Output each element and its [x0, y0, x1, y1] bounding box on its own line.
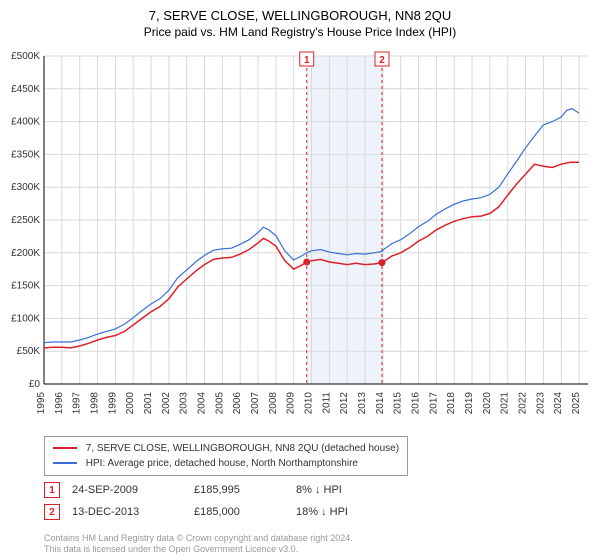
svg-text:2003: 2003	[179, 392, 190, 415]
svg-text:2019: 2019	[464, 392, 475, 415]
svg-text:2008: 2008	[268, 392, 279, 415]
attribution-line1: Contains HM Land Registry data © Crown c…	[44, 533, 353, 545]
svg-text:2011: 2011	[321, 392, 332, 414]
legend-box: 7, SERVE CLOSE, WELLINGBOROUGH, NN8 2QU …	[44, 436, 408, 476]
legend-swatch-blue	[53, 462, 77, 464]
svg-text:2005: 2005	[214, 392, 225, 415]
legend-item-price-paid: 7, SERVE CLOSE, WELLINGBOROUGH, NN8 2QU …	[53, 441, 399, 456]
sale-marker-1: 1	[44, 482, 60, 498]
svg-text:2025: 2025	[571, 392, 582, 415]
svg-text:1995: 1995	[36, 392, 47, 415]
svg-text:1997: 1997	[72, 392, 83, 415]
svg-text:2023: 2023	[535, 392, 546, 415]
svg-text:1999: 1999	[107, 392, 118, 415]
svg-text:£500K: £500K	[11, 51, 40, 62]
sale-date: 13-DEC-2013	[72, 506, 182, 518]
svg-text:1998: 1998	[90, 392, 101, 415]
legend-label: 7, SERVE CLOSE, WELLINGBOROUGH, NN8 2QU …	[86, 443, 399, 454]
svg-text:£200K: £200K	[11, 248, 40, 259]
svg-text:2013: 2013	[357, 392, 368, 415]
attribution-line2: This data is licensed under the Open Gov…	[44, 544, 353, 556]
legend-item-hpi: HPI: Average price, detached house, Nort…	[53, 456, 399, 471]
svg-text:2022: 2022	[518, 392, 529, 415]
svg-text:2016: 2016	[411, 392, 422, 415]
svg-text:2021: 2021	[500, 392, 511, 415]
sale-price: £185,995	[194, 484, 284, 496]
svg-text:£300K: £300K	[11, 182, 40, 193]
sale-date: 24-SEP-2009	[72, 484, 182, 496]
svg-text:£400K: £400K	[11, 117, 40, 128]
svg-text:2024: 2024	[553, 392, 564, 415]
sale-marker-2: 2	[44, 504, 60, 520]
svg-text:2009: 2009	[286, 392, 297, 415]
chart-container: 7, SERVE CLOSE, WELLINGBOROUGH, NN8 2QU …	[0, 0, 600, 560]
svg-text:£350K: £350K	[11, 149, 40, 160]
svg-text:2018: 2018	[446, 392, 457, 415]
svg-text:2: 2	[379, 55, 385, 66]
svg-text:2000: 2000	[125, 392, 136, 415]
legend-label: HPI: Average price, detached house, Nort…	[86, 458, 358, 469]
svg-text:2007: 2007	[250, 392, 261, 415]
sale-row-1: 1 24-SEP-2009 £185,995 8% ↓ HPI	[44, 482, 396, 498]
svg-text:£100K: £100K	[11, 313, 40, 324]
chart-title: 7, SERVE CLOSE, WELLINGBOROUGH, NN8 2QU	[0, 0, 600, 23]
chart-subtitle: Price paid vs. HM Land Registry's House …	[0, 23, 600, 39]
sale-diff: 18% ↓ HPI	[296, 506, 396, 518]
svg-text:£150K: £150K	[11, 281, 40, 292]
line-chart-svg: £0 £50K £100K £150K £200K £250K £300K £350K £400…	[0, 48, 600, 428]
chart-plot-area: £0 £50K £100K £150K £200K £250K £300K £350K £400…	[0, 48, 600, 428]
attribution: Contains HM Land Registry data © Crown c…	[44, 533, 353, 556]
svg-text:2012: 2012	[339, 392, 350, 415]
svg-text:£0: £0	[29, 379, 41, 390]
svg-text:2002: 2002	[161, 392, 172, 415]
svg-text:1996: 1996	[54, 392, 65, 415]
svg-text:2004: 2004	[197, 392, 208, 415]
svg-text:2014: 2014	[375, 392, 386, 415]
sale-row-2: 2 13-DEC-2013 £185,000 18% ↓ HPI	[44, 504, 396, 520]
sale-diff: 8% ↓ HPI	[296, 484, 396, 496]
svg-text:£450K: £450K	[11, 84, 40, 95]
sale-price: £185,000	[194, 506, 284, 518]
svg-text:1: 1	[304, 55, 310, 66]
svg-text:2001: 2001	[143, 392, 154, 415]
svg-text:2020: 2020	[482, 392, 493, 415]
svg-text:2017: 2017	[428, 392, 439, 415]
svg-text:£250K: £250K	[11, 215, 40, 226]
svg-text:2006: 2006	[232, 392, 243, 415]
svg-text:£50K: £50K	[17, 346, 41, 357]
legend-swatch-red	[53, 447, 77, 449]
svg-text:2015: 2015	[393, 392, 404, 415]
svg-text:2010: 2010	[304, 392, 315, 415]
